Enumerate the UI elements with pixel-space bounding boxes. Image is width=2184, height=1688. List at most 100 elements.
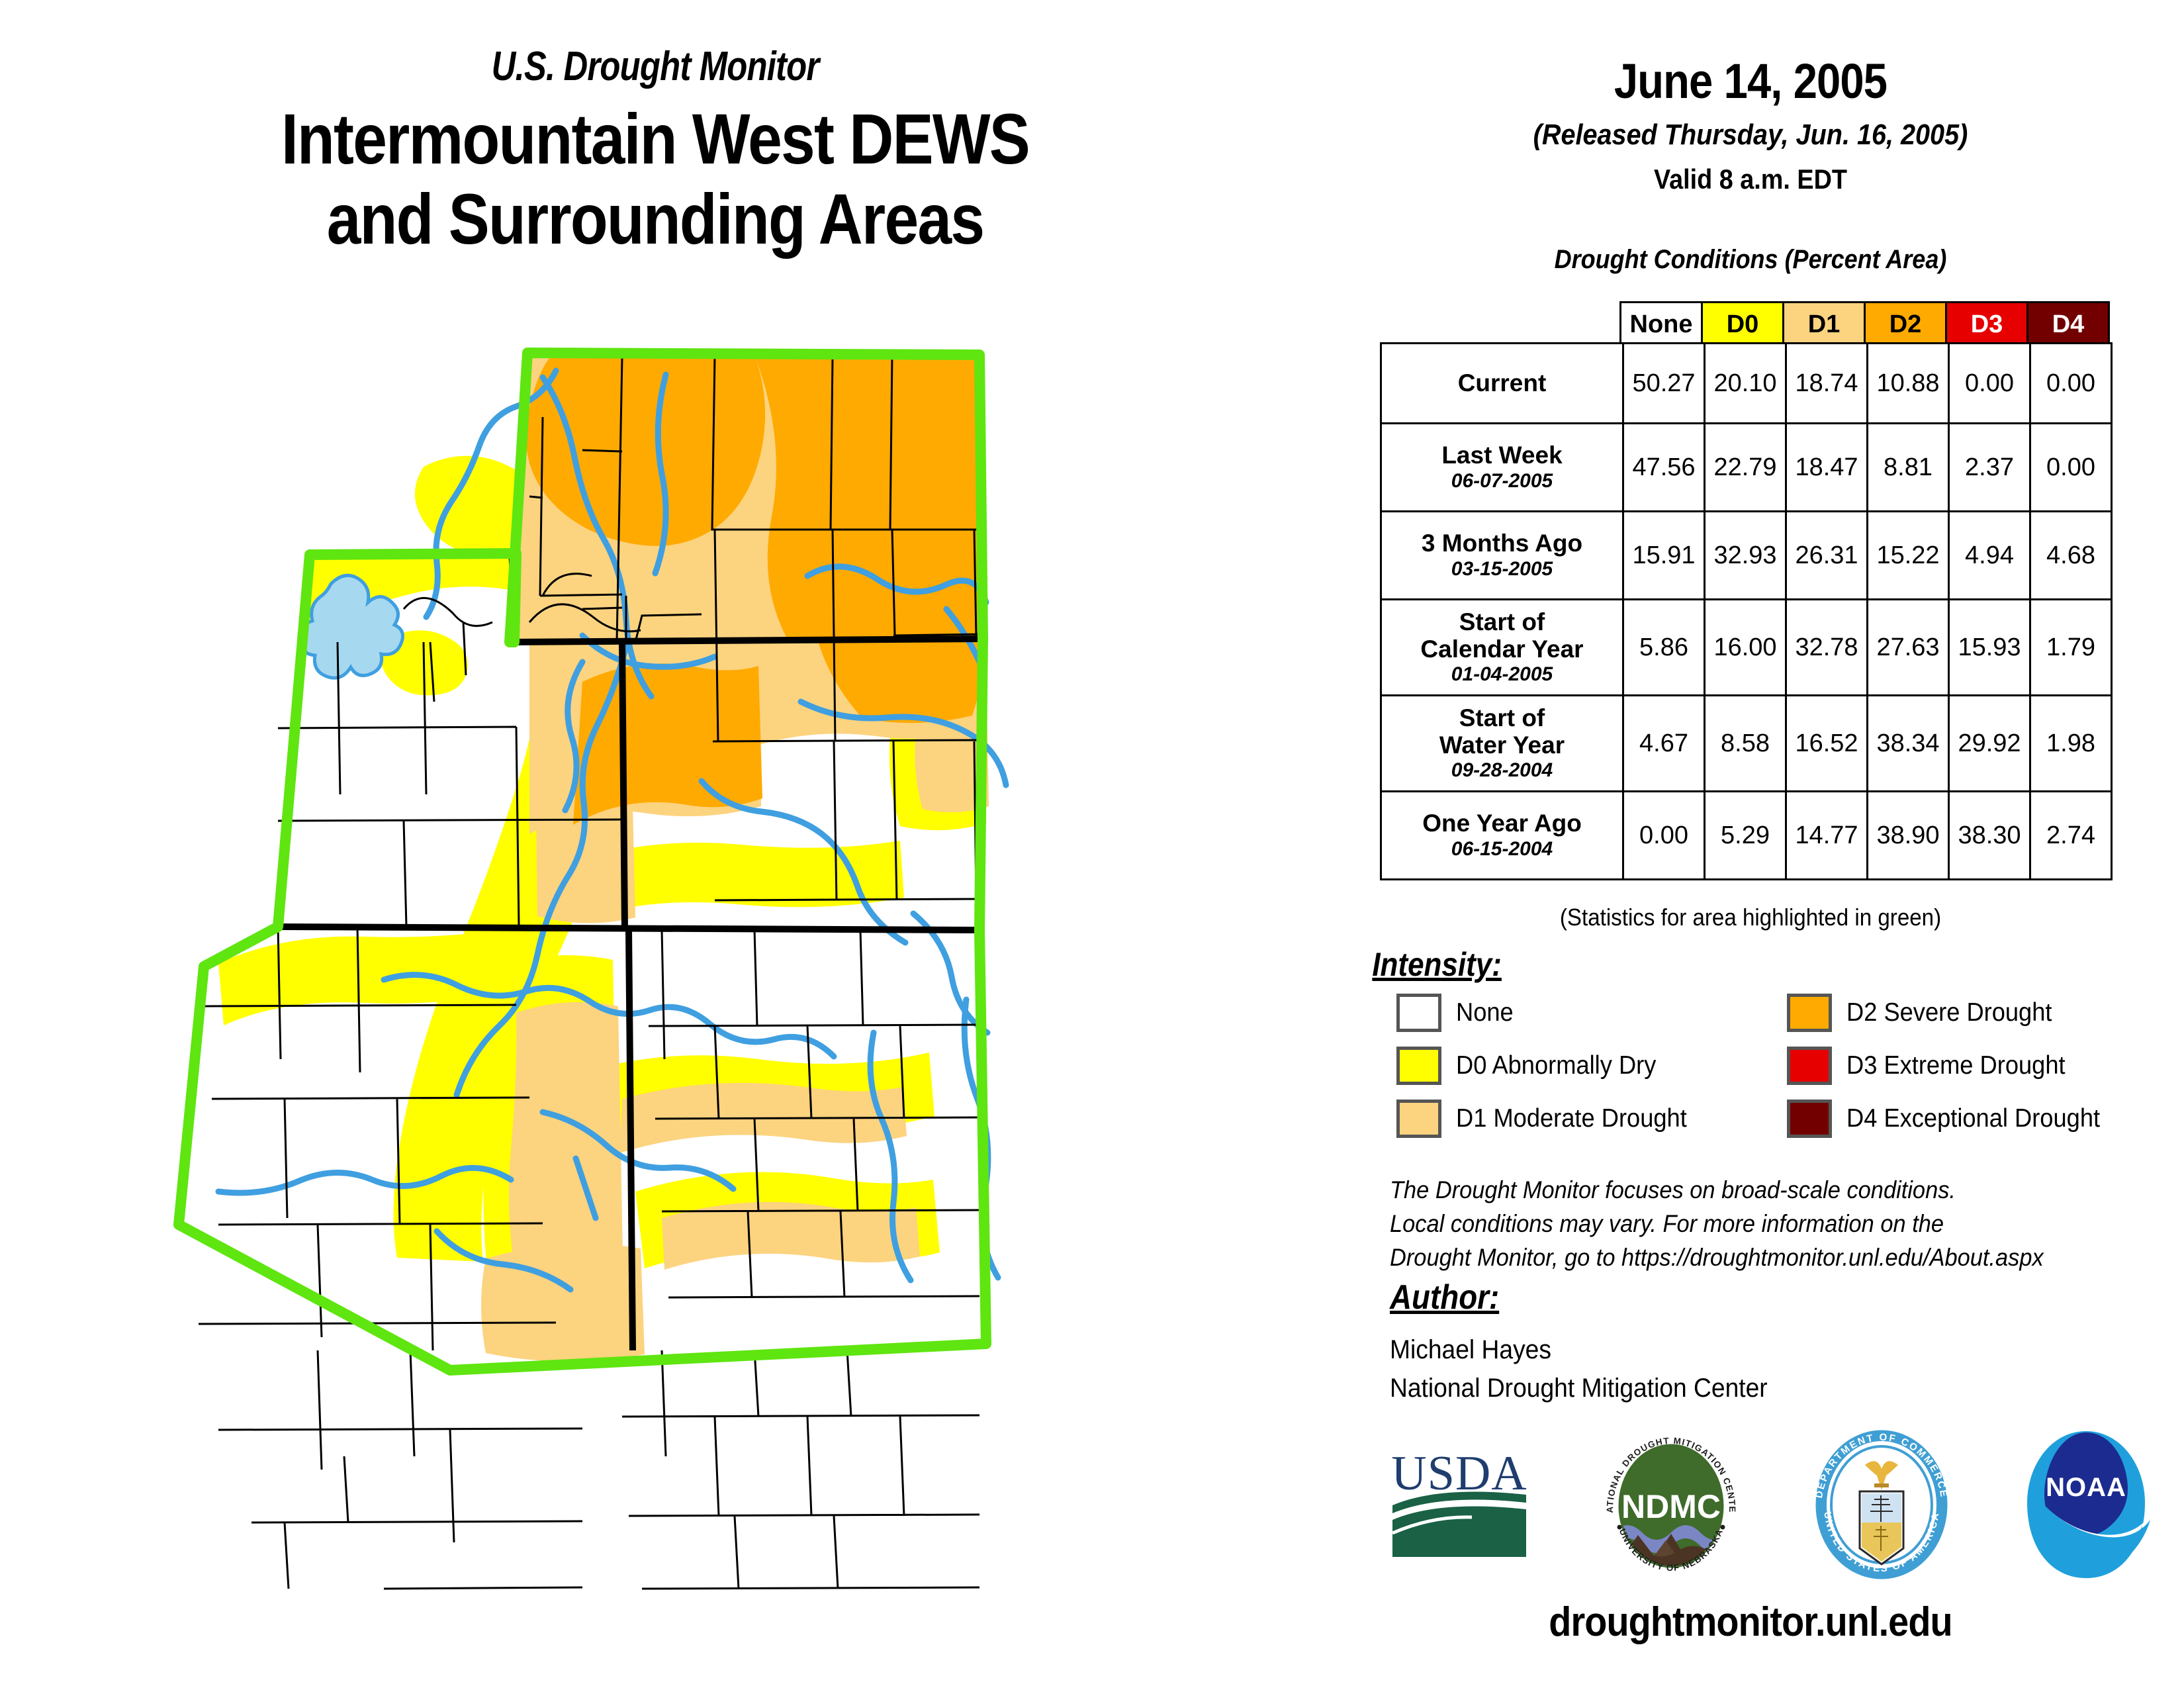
- row-label-date: 01-04-2005: [1451, 663, 1553, 686]
- author-heading: Author:: [1390, 1278, 1500, 1317]
- legend-item-d4: D4 Exceptional Drought: [1787, 1100, 2177, 1138]
- rivers-layer: [215, 367, 1009, 1293]
- legend-row: D1 Moderate Drought D4 Exceptional Droug…: [1396, 1092, 2177, 1145]
- cell-d4: 0.00: [2029, 342, 2113, 424]
- county-lines-layer: [198, 354, 983, 1590]
- table-header-row: None D0 D1 D2 D3 D4: [1619, 301, 2110, 348]
- title-line-2: and Surrounding Areas: [326, 178, 985, 259]
- legend-row: None D2 Severe Drought: [1396, 986, 2177, 1039]
- table-caption: Drought Conditions (Percent Area): [1554, 245, 1947, 274]
- svg-text:USDA: USDA: [1391, 1446, 1527, 1501]
- page-title: Intermountain West DEWS and Surrounding …: [92, 99, 1219, 259]
- row-label-start-water-year: Start of Water Year 09-28-2004: [1380, 694, 1624, 792]
- legend-item-d0: D0 Abnormally Dry: [1396, 1047, 1787, 1085]
- row-label-3-months-ago: 3 Months Ago 03-15-2005: [1380, 510, 1624, 600]
- row-label-text: Last Week: [1441, 442, 1563, 469]
- col-header-d3: D3: [1945, 301, 2028, 348]
- cell-d0: 8.58: [1704, 694, 1787, 792]
- col-header-none: None: [1619, 301, 1703, 348]
- report-header: June 14, 2005 (Released Thursday, Jun. 1…: [1337, 53, 2164, 195]
- row-label-text: Start of Water Year: [1439, 704, 1565, 759]
- disclaimer-line-2: Local conditions may vary. For more info…: [1390, 1210, 1944, 1238]
- col-header-d0: D0: [1701, 301, 1784, 348]
- row-label-one-year-ago: One Year Ago 06-15-2004: [1380, 790, 1624, 880]
- noaa-logo: NOAA: [2015, 1429, 2158, 1584]
- legend-item-none: None: [1396, 994, 1787, 1032]
- drought-table-body: Current 50.27 20.10 18.74 10.88 0.00 0.0…: [1380, 342, 2113, 880]
- legend-item-d1: D1 Moderate Drought: [1396, 1100, 1787, 1138]
- cell-d3: 29.92: [1948, 694, 2031, 792]
- svg-text:NOAA: NOAA: [2046, 1473, 2126, 1502]
- title-eyebrow: U.S. Drought Monitor: [491, 44, 820, 89]
- title-line-1: Intermountain West DEWS: [281, 99, 1030, 179]
- swatch-d3-icon: [1787, 1047, 1832, 1085]
- swatch-d0-icon: [1396, 1047, 1441, 1085]
- row-label-date: 03-15-2005: [1451, 557, 1553, 580]
- dews-boundary: [173, 348, 991, 1376]
- swatch-d2-icon: [1787, 994, 1832, 1032]
- table-row: Start of Water Year 09-28-2004 4.67 8.58 …: [1380, 694, 2113, 792]
- author-block: Michael Hayes National Drought Mitigatio…: [1390, 1331, 1768, 1407]
- cell-d2: 10.88: [1866, 342, 1950, 424]
- author-name: Michael Hayes: [1390, 1335, 1551, 1364]
- row-label-start-calendar-year: Start of Calendar Year 01-04-2005: [1380, 598, 1624, 696]
- cell-d0: 32.93: [1704, 510, 1787, 600]
- table-row: One Year Ago 06-15-2004 0.00 5.29 14.77 …: [1380, 790, 2113, 880]
- legend-label: D2 Severe Drought: [1846, 998, 2052, 1027]
- cell-d1: 26.31: [1785, 510, 1868, 600]
- map-title-block: U.S. Drought Monitor Intermountain West …: [0, 46, 1310, 259]
- website-url: droughtmonitor.unl.edu: [1549, 1599, 1952, 1645]
- row-label-last-week: Last Week 06-07-2005: [1380, 422, 1624, 512]
- legend-label: D0 Abnormally Dry: [1456, 1051, 1657, 1080]
- valid-time: Valid 8 a.m. EDT: [1653, 164, 1848, 195]
- swatch-d1-icon: [1396, 1100, 1441, 1138]
- row-label-text: Current: [1457, 369, 1547, 397]
- row-label-date: 09-28-2004: [1451, 759, 1553, 782]
- intensity-heading: Intensity:: [1372, 946, 1502, 983]
- cell-d1: 18.74: [1785, 342, 1868, 424]
- table-row: Last Week 06-07-2005 47.56 22.79 18.47 8…: [1380, 422, 2113, 512]
- drought-map: [119, 331, 1138, 1609]
- cell-d3: 4.94: [1948, 510, 2031, 600]
- intensity-legend: None D2 Severe Drought D0 Abnormally Dry…: [1396, 986, 2177, 1145]
- row-label-text: One Year Ago: [1422, 810, 1582, 837]
- svg-text:NDMC: NDMC: [1621, 1488, 1721, 1525]
- cell-d1: 14.77: [1785, 790, 1868, 880]
- cell-d3: 0.00: [1948, 342, 2031, 424]
- cell-d1: 32.78: [1785, 598, 1868, 696]
- legend-item-d3: D3 Extreme Drought: [1787, 1047, 2177, 1085]
- author-org: National Drought Mitigation Center: [1390, 1374, 1768, 1403]
- row-label-date: 06-07-2005: [1451, 469, 1553, 492]
- cell-d3: 15.93: [1948, 598, 2031, 696]
- cell-none: 4.67: [1622, 694, 1706, 792]
- cell-d0: 20.10: [1704, 342, 1787, 424]
- row-label-date: 06-15-2004: [1451, 837, 1553, 860]
- legend-label: D4 Exceptional Drought: [1846, 1104, 2101, 1133]
- map-svg: [173, 348, 1009, 1590]
- col-header-d4: D4: [2026, 301, 2110, 348]
- cell-none: 47.56: [1622, 422, 1706, 512]
- drought-table-header: None D0 D1 D2 D3 D4: [1619, 301, 2110, 348]
- cell-d3: 38.30: [1948, 790, 2031, 880]
- cell-d2: 27.63: [1866, 598, 1950, 696]
- cell-d0: 16.00: [1704, 598, 1787, 696]
- cell-d2: 38.90: [1866, 790, 1950, 880]
- cell-d4: 1.98: [2029, 694, 2113, 792]
- d2-severe-drought-areas: [525, 355, 983, 825]
- agency-logos: USDA: [1383, 1419, 2158, 1589]
- row-label-text: 3 Months Ago: [1421, 530, 1583, 557]
- cell-d0: 5.29: [1704, 790, 1787, 880]
- doc-logo: DEPARTMENT OF COMMERCE UNITED STATES OF …: [1805, 1427, 1958, 1585]
- legend-item-d2: D2 Severe Drought: [1787, 994, 2177, 1032]
- col-header-d1: D1: [1782, 301, 1866, 348]
- cell-d2: 15.22: [1866, 510, 1950, 600]
- cell-none: 0.00: [1622, 790, 1706, 880]
- cell-d4: 0.00: [2029, 422, 2113, 512]
- cell-d4: 1.79: [2029, 598, 2113, 696]
- report-date: June 14, 2005: [1614, 54, 1888, 109]
- disclaimer: The Drought Monitor focuses on broad-sca…: [1390, 1173, 2116, 1274]
- table-row: 3 Months Ago 03-15-2005 15.91 32.93 26.3…: [1380, 510, 2113, 600]
- cell-d2: 8.81: [1866, 422, 1950, 512]
- cell-none: 15.91: [1622, 510, 1706, 600]
